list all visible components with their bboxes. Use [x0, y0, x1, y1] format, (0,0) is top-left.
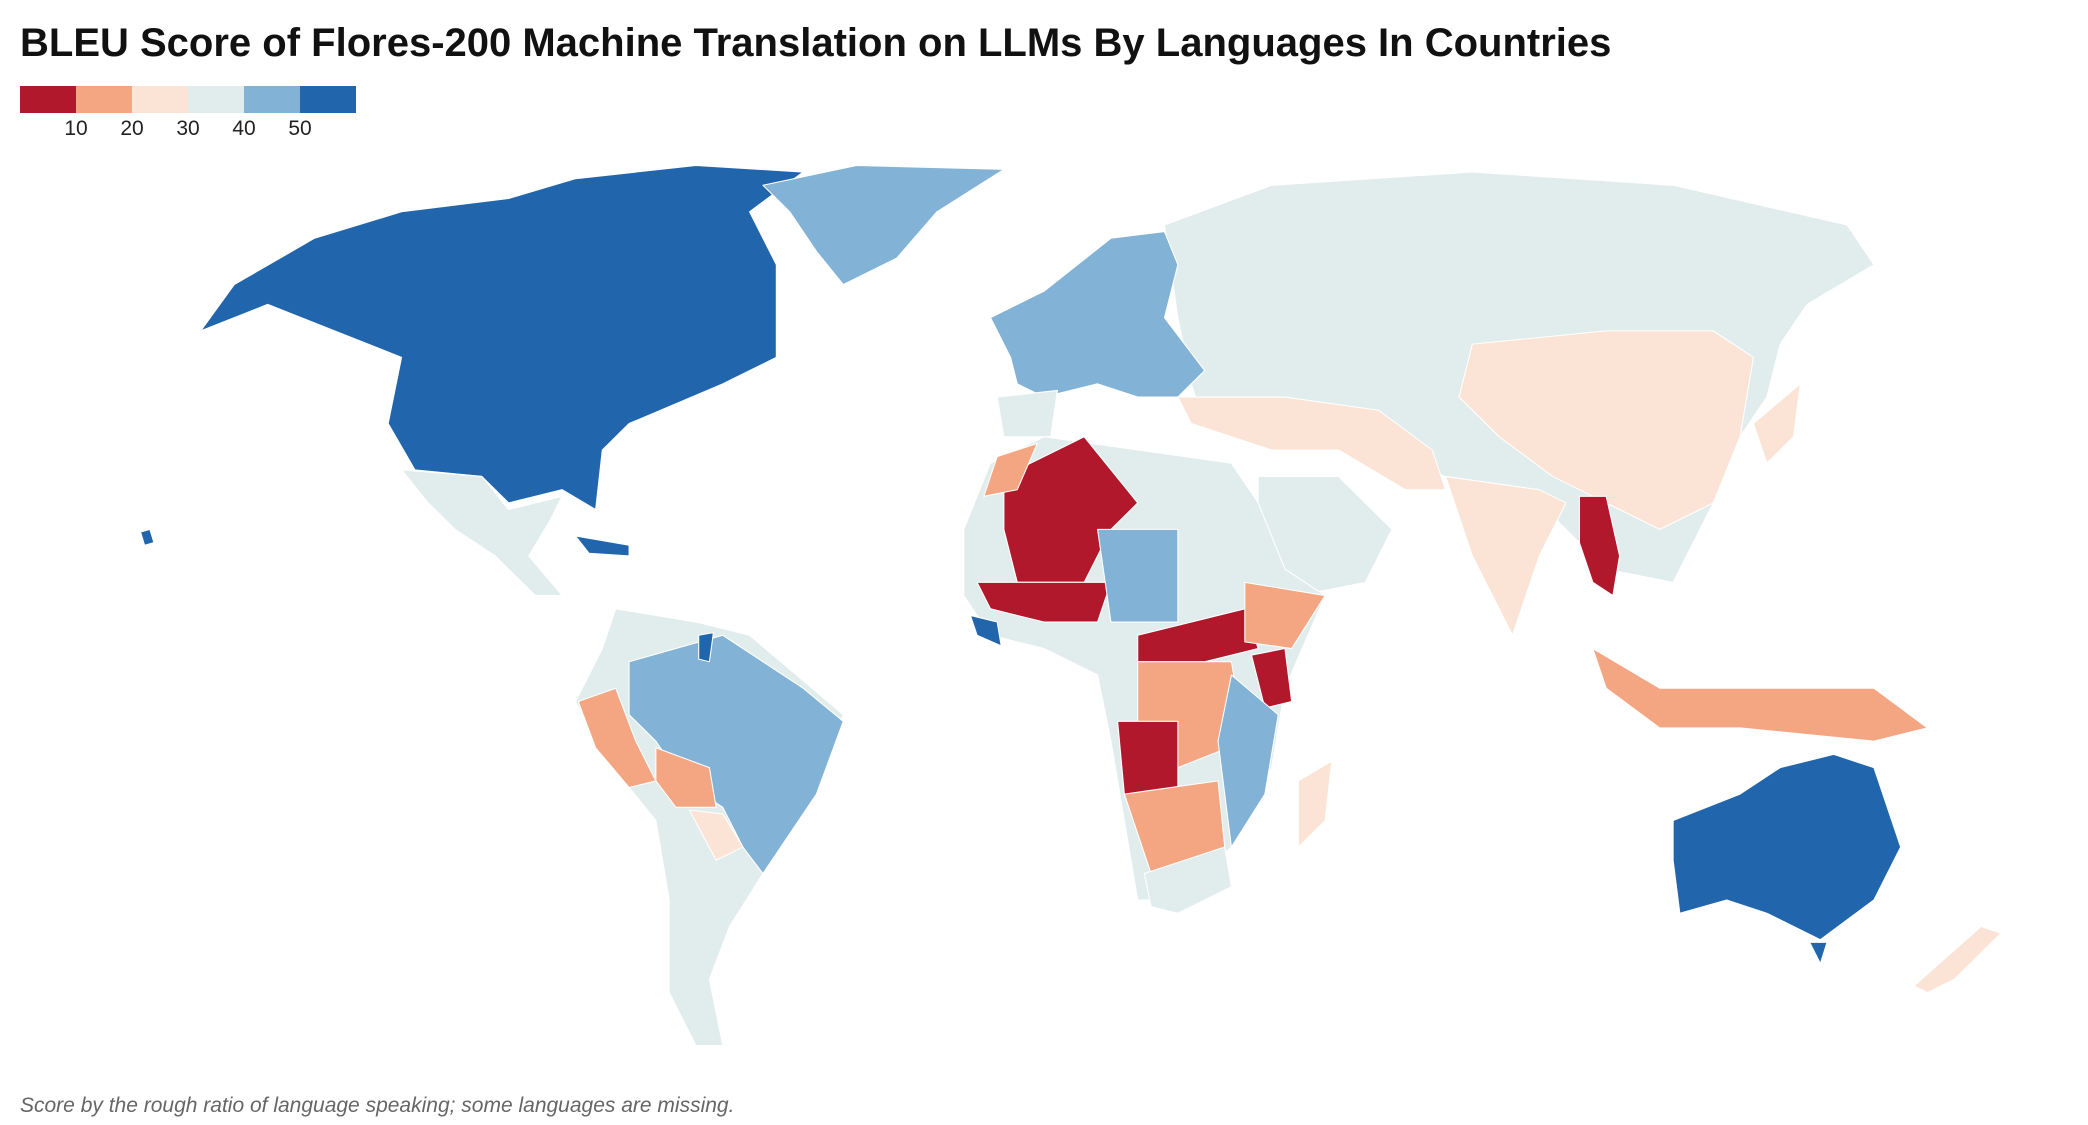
region [688, 809, 744, 861]
legend-tick-label: 30 [176, 117, 199, 140]
legend: 10 20 30 40 50 [20, 86, 356, 140]
region [655, 747, 717, 808]
footnote: Score by the rough ratio of language spe… [20, 1094, 734, 1117]
region [989, 231, 1206, 398]
region [1250, 647, 1293, 709]
region [698, 632, 714, 663]
region [1117, 720, 1179, 795]
region [1592, 647, 1928, 742]
region [1003, 436, 1139, 583]
region [1672, 753, 1902, 941]
region [976, 581, 1112, 623]
legend-swatch [76, 86, 132, 113]
region [983, 442, 1038, 497]
legend-swatch [188, 86, 244, 113]
legend-tick-label: 10 [64, 117, 87, 140]
region [1913, 925, 2002, 994]
legend-swatch [132, 86, 188, 113]
region [762, 164, 1005, 286]
region [1809, 941, 1828, 965]
legend-swatch [244, 86, 300, 113]
region [1578, 495, 1621, 597]
region [969, 614, 1002, 647]
region [1143, 846, 1232, 914]
region [1137, 608, 1259, 663]
region [575, 535, 630, 557]
region [200, 164, 804, 511]
region [1752, 383, 1801, 464]
region [1217, 674, 1279, 848]
region [401, 469, 563, 597]
region [1244, 581, 1326, 650]
region [1097, 528, 1179, 623]
region [1297, 760, 1333, 848]
legend-tick-label: 20 [120, 117, 143, 140]
legend-tick-label: 50 [288, 117, 311, 140]
region [140, 528, 155, 546]
region [1445, 475, 1567, 636]
world-map [140, 164, 2002, 1047]
region [1458, 330, 1754, 530]
region [628, 634, 844, 875]
legend-swatch [20, 86, 76, 113]
region [1177, 396, 1447, 491]
region [996, 389, 1058, 438]
legend-swatch [300, 86, 356, 113]
legend-tick-label: 40 [232, 117, 255, 140]
map-title: BLEU Score of Flores-200 Machine Transla… [20, 21, 1611, 65]
